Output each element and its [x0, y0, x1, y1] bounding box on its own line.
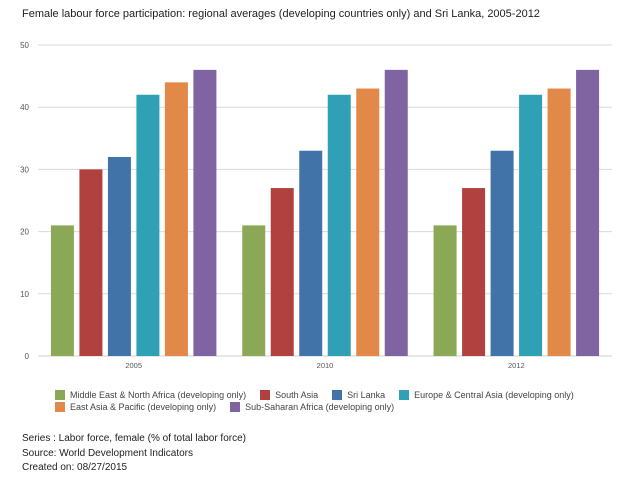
bar-chart: 0 10 20 30 40 50 2005 2010 2012 [20, 41, 612, 370]
legend-label: Sub-Saharan Africa (developing only) [245, 402, 395, 412]
bar [384, 69, 408, 356]
y-tick-label: 20 [20, 228, 29, 237]
bar [327, 94, 351, 356]
bar [299, 150, 323, 356]
bar [462, 188, 486, 356]
bar [242, 225, 266, 356]
chart-title: Female labour force participation: regio… [22, 8, 540, 20]
legend-item-sub-saharan-africa[interactable]: Sub-Saharan Africa (developing only) [230, 402, 394, 412]
x-tick-label: 2005 [125, 361, 142, 370]
x-tick-label: 2010 [317, 361, 334, 370]
legend-label: Europe & Central Asia (developing only) [414, 390, 574, 400]
bar [107, 156, 131, 356]
y-tick-label: 30 [20, 165, 29, 174]
legend-row-2: East Asia & Pacific (developing only) Su… [55, 401, 615, 413]
footer-created-date: Created on: 08/27/2015 [22, 462, 128, 473]
legend-swatch [332, 390, 343, 400]
legend-swatch [260, 390, 271, 400]
bar [79, 169, 103, 356]
legend-label: East Asia & Pacific (developing only) [70, 402, 217, 412]
bar [547, 88, 571, 356]
y-tick-label: 50 [20, 41, 29, 50]
legend-swatch [55, 390, 65, 400]
legend-row-1: Middle East & North Africa (developing o… [55, 389, 615, 401]
y-tick-label: 10 [20, 290, 29, 299]
legend-label: South Asia [275, 390, 319, 400]
chart-legend: Middle East & North Africa (developing o… [55, 389, 615, 413]
bar [519, 94, 543, 356]
legend-swatch [399, 390, 410, 400]
footer-source: Source: World Development Indicators [22, 447, 194, 459]
bar [136, 94, 160, 356]
y-tick-label: 40 [20, 103, 29, 112]
legend-item-mena[interactable]: Middle East & North Africa (developing o… [55, 390, 246, 400]
chart-footer: Series : Labor force, female (% of total… [22, 432, 246, 476]
bar [50, 225, 74, 356]
legend-item-europe-central-asia[interactable]: Europe & Central Asia (developing only) [399, 390, 574, 400]
legend-item-sri-lanka[interactable]: Sri Lanka [332, 390, 385, 400]
bar [356, 88, 380, 356]
bar [193, 69, 217, 356]
legend-item-south-asia[interactable]: South Asia [260, 390, 318, 400]
footer-series-note: Series : Labor force, female (% of total… [22, 433, 246, 444]
legend-swatch [230, 402, 241, 412]
legend-swatch [55, 402, 65, 412]
legend-label: Sri Lanka [347, 390, 386, 400]
legend-label: Middle East & North Africa (developing o… [70, 390, 247, 400]
bar [576, 69, 600, 356]
x-tick-label: 2012 [508, 361, 525, 370]
legend-item-east-asia-pacific[interactable]: East Asia & Pacific (developing only) [55, 402, 216, 412]
bar [164, 82, 188, 356]
y-tick-label: 0 [25, 352, 30, 361]
bar [490, 150, 514, 356]
bar [433, 225, 457, 356]
bar [270, 188, 294, 356]
